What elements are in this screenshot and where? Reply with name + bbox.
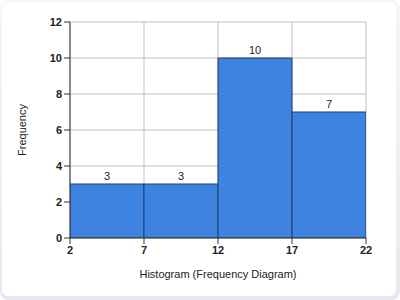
svg-text:22: 22 [360,244,372,256]
svg-text:10: 10 [50,52,62,64]
svg-text:0: 0 [56,232,62,244]
svg-text:7: 7 [141,244,147,256]
svg-text:2: 2 [67,244,73,256]
svg-text:17: 17 [286,244,298,256]
svg-text:Frequency: Frequency [16,104,28,156]
svg-text:10: 10 [249,44,261,56]
svg-text:3: 3 [104,170,110,182]
svg-text:7: 7 [326,98,332,110]
svg-text:8: 8 [56,88,62,100]
svg-text:3: 3 [178,170,184,182]
svg-text:6: 6 [56,124,62,136]
svg-text:Histogram (Frequency Diagram): Histogram (Frequency Diagram) [139,268,296,280]
svg-text:2: 2 [56,196,62,208]
svg-text:12: 12 [212,244,224,256]
svg-text:12: 12 [50,16,62,28]
svg-text:4: 4 [56,160,63,172]
